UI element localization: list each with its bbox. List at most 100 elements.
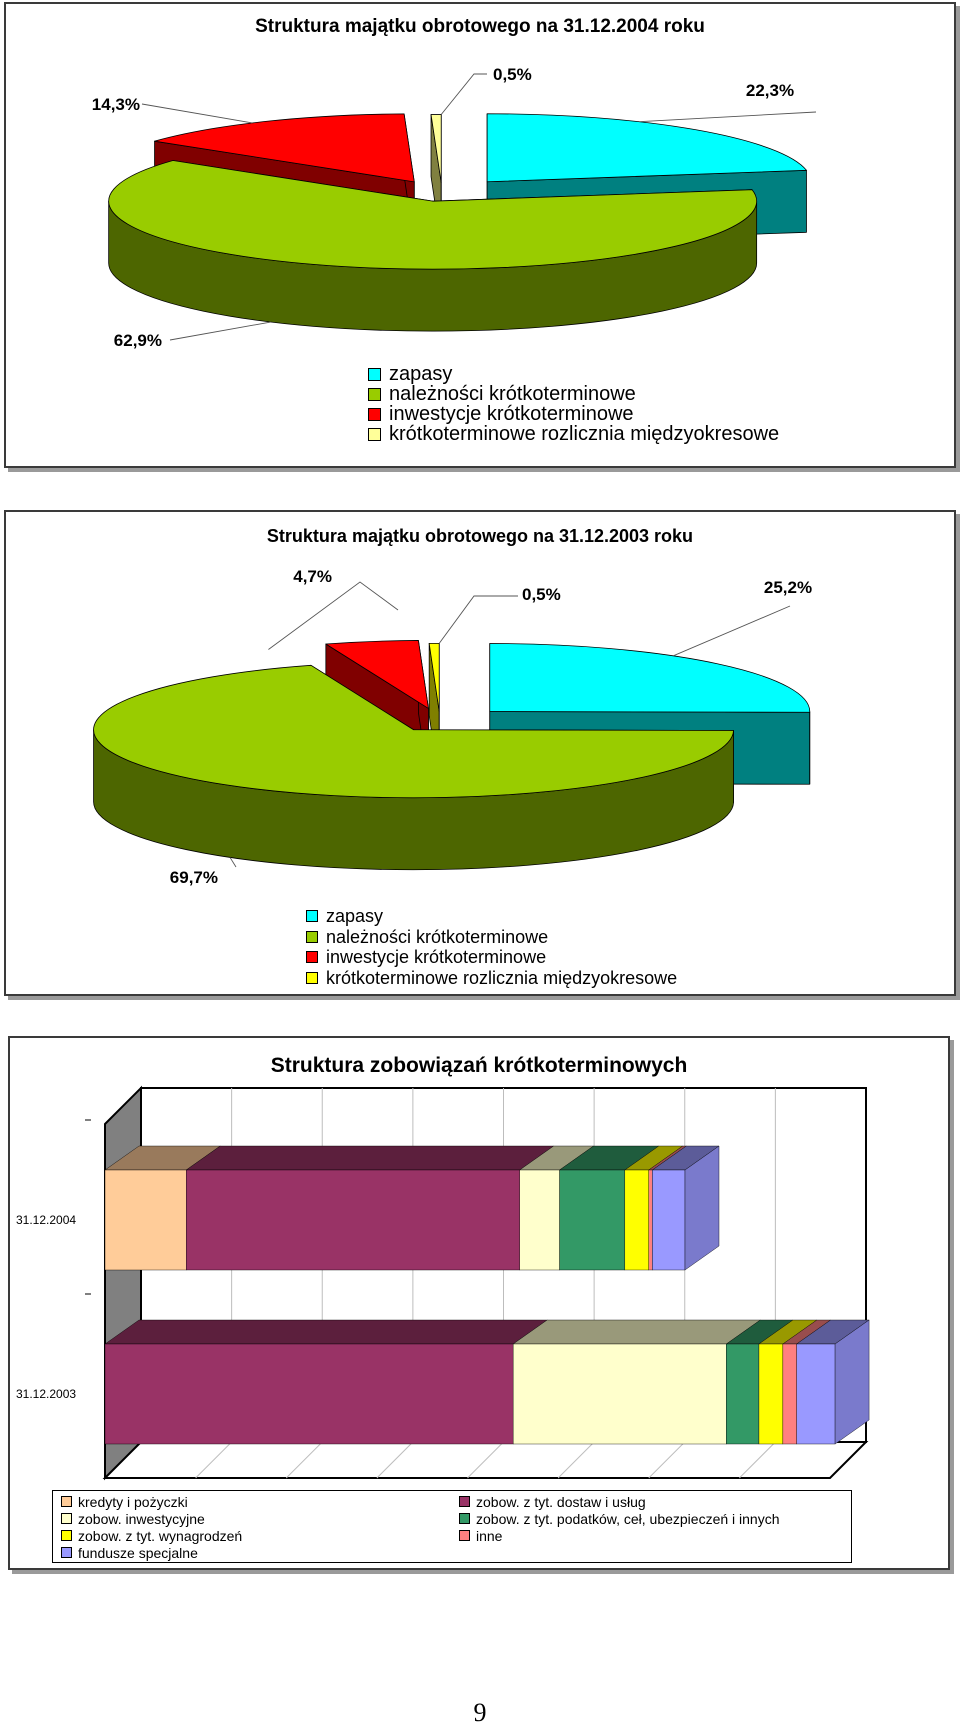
data-label: 22,3% bbox=[746, 81, 794, 100]
legend-item: fundusze specjalne bbox=[55, 1544, 453, 1561]
legend-label: zapasy bbox=[389, 363, 453, 385]
legend-label: zobow. z tyt. wynagrodzeń bbox=[78, 1527, 243, 1544]
legend-swatch bbox=[306, 930, 318, 943]
legend-item: zobow. z tyt. podatków, ceł, ubezpieczeń… bbox=[453, 1510, 851, 1527]
legend-swatch bbox=[459, 1530, 470, 1541]
leader-line bbox=[673, 605, 791, 657]
pie-slice bbox=[489, 643, 811, 713]
legend-swatch bbox=[61, 1513, 72, 1524]
floor-gridline bbox=[739, 1441, 776, 1479]
category-label: 31.12.2003 bbox=[16, 1387, 76, 1401]
floor-gridline bbox=[285, 1441, 323, 1479]
category-label: 31.12.2004 bbox=[16, 1213, 76, 1227]
bar-segment bbox=[104, 1169, 187, 1271]
leader-line bbox=[639, 111, 817, 123]
bar-segment-end bbox=[684, 1145, 720, 1271]
bar-segment bbox=[648, 1169, 653, 1271]
legend-label: inne bbox=[476, 1527, 503, 1544]
legend-swatch bbox=[459, 1513, 470, 1524]
legend-label: zobow. z tyt. podatków, ceł, ubezpieczeń… bbox=[476, 1510, 780, 1527]
bar-segment bbox=[519, 1169, 560, 1271]
legend-label: fundusze specjalne bbox=[78, 1544, 198, 1561]
legend-label: zobow. inwestycyjne bbox=[78, 1510, 205, 1527]
bar-segment bbox=[559, 1169, 626, 1271]
pie-slice bbox=[154, 113, 415, 183]
data-label: 62,9% bbox=[114, 331, 162, 350]
data-label: 25,2% bbox=[764, 578, 812, 597]
legend-label: należności krótkoterminowe bbox=[389, 383, 636, 405]
legend-item: należności krótkoterminowe bbox=[368, 384, 779, 404]
bar-segment bbox=[652, 1169, 686, 1271]
data-label: 0,5% bbox=[493, 65, 532, 84]
chart-title: Struktura majątku obrotowego na 31.12.20… bbox=[266, 526, 694, 546]
legend-label: zapasy bbox=[326, 906, 384, 926]
legend-label: inwestycje krótkoterminowe bbox=[326, 947, 547, 967]
floor-gridline bbox=[376, 1441, 414, 1479]
bar-segment bbox=[796, 1343, 836, 1445]
bar-segment bbox=[782, 1343, 797, 1445]
pie-slice bbox=[325, 640, 429, 709]
bar-segment-top bbox=[185, 1145, 555, 1171]
pie-2003-plot: 25,2% 69,7% 4,7% 0,5% bbox=[93, 567, 812, 887]
legend-swatch bbox=[368, 387, 381, 401]
legend-item: zapasy bbox=[306, 906, 677, 927]
pie-2004-plot: 22,3% 62,9% 14,3% 0,5% bbox=[92, 65, 817, 350]
pie-slice bbox=[428, 642, 440, 712]
legend-swatch bbox=[368, 407, 381, 421]
legend-swatch bbox=[368, 427, 381, 441]
legend-item: zobow. inwestycyjne bbox=[55, 1510, 453, 1527]
legend-item: krótkoterminowe rozlicznia międzyokresow… bbox=[368, 424, 779, 444]
legend-swatch bbox=[368, 367, 381, 381]
data-label: 4,7% bbox=[293, 567, 332, 586]
bar-segment-top bbox=[512, 1319, 761, 1345]
chart-title: Struktura zobowiązań krótkoterminowych bbox=[270, 1054, 688, 1077]
legend-label: krótkoterminowe rozlicznia międzyokresow… bbox=[326, 967, 678, 988]
chart-title: Struktura majątku obrotowego na 31.12.20… bbox=[255, 16, 705, 37]
bar-chart-plot: 31.12.2004 31.12.2003 bbox=[16, 1085, 870, 1481]
legend-item: inne bbox=[453, 1527, 851, 1544]
bar-segment-top bbox=[104, 1319, 548, 1345]
legend-item: zobow. z tyt. dostaw i usług bbox=[453, 1493, 851, 1510]
page-number: 9 bbox=[473, 1698, 487, 1727]
bar-segment bbox=[726, 1343, 760, 1445]
floor-gridline bbox=[648, 1441, 686, 1479]
leader-line bbox=[141, 103, 253, 124]
leader-line bbox=[268, 581, 399, 650]
leader-line bbox=[440, 73, 487, 115]
floor-gridline bbox=[195, 1441, 232, 1479]
floor-gridline bbox=[557, 1441, 595, 1479]
pie-slice bbox=[108, 160, 758, 270]
legend-item: krótkoterminowe rozlicznia międzyokresow… bbox=[306, 968, 677, 989]
legend-2004: zapasy należności krótkoterminowe inwest… bbox=[368, 364, 779, 444]
legend-item: inwestycje krótkoterminowe bbox=[306, 947, 677, 968]
leader-line bbox=[229, 857, 237, 868]
legend-label: zobow. z tyt. dostaw i usług bbox=[476, 1493, 646, 1510]
legend-item: zapasy bbox=[368, 364, 779, 384]
legend-swatch bbox=[306, 971, 318, 984]
bar-segment bbox=[758, 1343, 784, 1445]
data-label: 0,5% bbox=[522, 585, 561, 604]
legend-swatch bbox=[306, 951, 318, 964]
legend-swatch bbox=[61, 1496, 72, 1507]
legend-label: krótkoterminowe rozlicznia międzyokresow… bbox=[389, 423, 780, 445]
data-label: 14,3% bbox=[92, 95, 140, 114]
pie-slice bbox=[486, 113, 807, 183]
legend-label: kredyty i pożyczki bbox=[78, 1493, 188, 1510]
legend-label: należności krótkoterminowe bbox=[326, 926, 549, 947]
legend-item: zobow. z tyt. wynagrodzeń bbox=[55, 1527, 453, 1544]
floor-gridline bbox=[467, 1441, 504, 1479]
bar-segment bbox=[512, 1343, 727, 1445]
bar-segment-end bbox=[834, 1319, 870, 1445]
legend-swatch bbox=[459, 1496, 470, 1507]
legend-swatch bbox=[61, 1547, 72, 1558]
bar-segment bbox=[624, 1169, 649, 1271]
legend-item: inwestycje krótkoterminowe bbox=[368, 404, 779, 424]
legend-label: inwestycje krótkoterminowe bbox=[389, 403, 634, 425]
legend-2003: zapasy należności krótkoterminowe inwest… bbox=[306, 906, 677, 988]
leader-line bbox=[169, 321, 271, 341]
legend-item: kredyty i pożyczki bbox=[55, 1493, 453, 1510]
legend-swatch bbox=[306, 910, 318, 923]
leader-line bbox=[438, 595, 518, 644]
bar-legend: kredyty i pożyczki zobow. z tyt. dostaw … bbox=[52, 1490, 852, 1563]
pie-slice bbox=[430, 114, 442, 183]
